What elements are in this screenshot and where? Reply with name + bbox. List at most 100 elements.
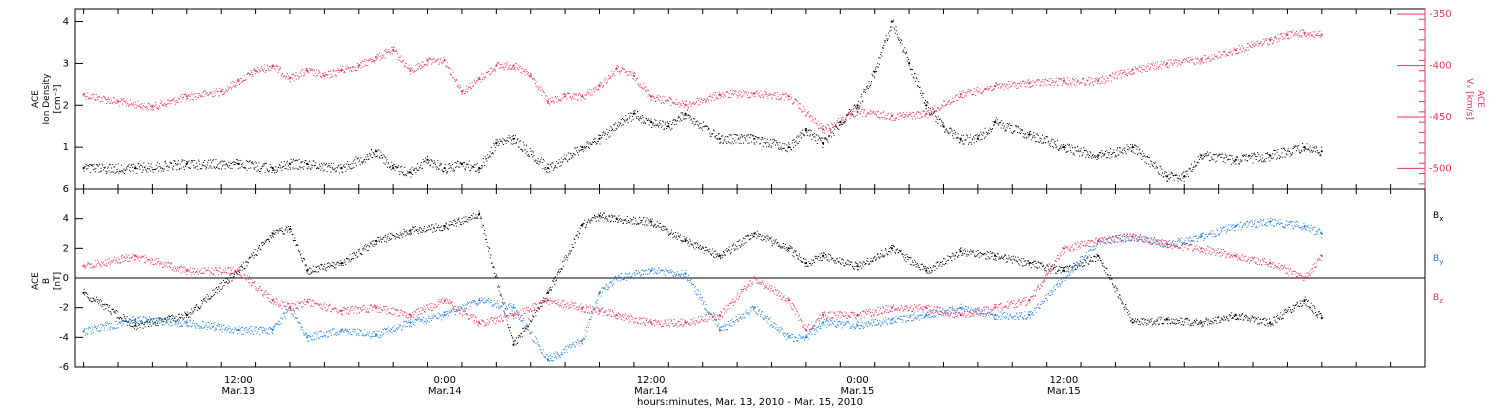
vx-dot: [872, 112, 873, 113]
vx-dot: [117, 99, 118, 100]
bx-dot: [549, 290, 550, 291]
ion-density-dot: [1281, 148, 1282, 149]
ion-density-point: [874, 71, 876, 73]
vx-dot: [1070, 83, 1071, 84]
ion-density-dot: [421, 162, 422, 163]
ion-density-dot: [726, 143, 727, 144]
bx-dot: [102, 306, 103, 307]
vx-dot: [712, 97, 713, 98]
vx-dot: [833, 126, 834, 127]
ion-density-dot: [611, 128, 612, 129]
ion-density-dot: [491, 153, 492, 154]
bx-dot: [302, 261, 303, 262]
vx-dot: [232, 81, 233, 82]
vx-dot: [423, 62, 424, 63]
vx-dot: [548, 99, 549, 100]
ion-density-dot: [1070, 150, 1071, 151]
ion-density-dot: [1083, 152, 1084, 153]
ion-density-dot: [879, 64, 880, 65]
ion-density-dot: [1270, 156, 1271, 157]
bx-dot: [357, 257, 358, 258]
ion-density-dot: [691, 120, 692, 121]
bx-dot: [471, 215, 472, 216]
ion-density-dot: [829, 135, 830, 136]
ion-density-dot: [511, 140, 512, 141]
ion-density-dot: [895, 33, 896, 34]
ion-density-dot: [916, 78, 917, 79]
vx-dot: [388, 49, 389, 50]
vx-dot: [329, 77, 330, 78]
ion-density-dot: [946, 128, 947, 129]
ion-density-dot: [93, 169, 94, 170]
vx-dot: [441, 62, 442, 63]
vx-dot: [879, 118, 880, 119]
ion-density-dot: [143, 169, 144, 170]
vx-dot: [1140, 65, 1141, 66]
vx-dot: [1155, 69, 1156, 70]
vx-dot: [213, 96, 214, 97]
ion-density-dot: [985, 128, 986, 129]
ion-density-dot: [129, 170, 130, 171]
ion-density-dot: [190, 168, 191, 169]
vx-dot: [1051, 82, 1052, 83]
vx-dot: [420, 65, 421, 66]
ion-density-dot: [1024, 137, 1025, 138]
vx-dot: [714, 100, 715, 101]
bx-dot: [196, 304, 197, 305]
vx-dot: [88, 98, 89, 99]
ion-density-dot: [470, 170, 471, 171]
ion-density-dot: [754, 142, 755, 143]
vx-dot: [1182, 62, 1183, 63]
vx-dot: [234, 82, 235, 83]
vx-dot: [147, 107, 148, 108]
ion-density-dot: [386, 159, 387, 160]
top-panel-marks: [83, 20, 1323, 182]
ion-density-dot: [574, 148, 575, 149]
ion-density-dot: [1243, 156, 1244, 157]
bx-dot: [335, 264, 336, 265]
ion-density-dot: [474, 164, 475, 165]
vx-dot: [1273, 42, 1274, 43]
ion-density-dot: [1001, 128, 1002, 129]
vx-dot: [777, 96, 778, 97]
vx-dot: [1225, 56, 1226, 57]
bx-dot: [446, 223, 447, 224]
bx-dot: [380, 239, 381, 240]
ion-density-dot: [1069, 144, 1070, 145]
bx-dot: [395, 236, 396, 237]
vx-dot: [536, 86, 537, 87]
vx-dot: [696, 101, 697, 102]
vx-dot: [1078, 81, 1079, 82]
vx-dot: [312, 69, 313, 70]
vx-dot: [686, 106, 687, 107]
vx-dot: [491, 68, 492, 69]
ion-density-dot: [430, 165, 431, 166]
ion-density-dot: [375, 149, 376, 150]
vx-dot: [321, 76, 322, 77]
vx-dot: [1193, 59, 1194, 60]
ion-density-dot: [238, 160, 239, 161]
vx-dot: [1209, 58, 1210, 59]
ion-density-dot: [944, 127, 945, 128]
bx-dot: [567, 259, 568, 260]
ion-density-dot: [957, 137, 958, 138]
ion-density-dot: [227, 165, 228, 166]
vx-dot: [187, 98, 188, 99]
ion-density-dot: [254, 169, 255, 170]
ion-density-dot: [417, 163, 418, 164]
ion-density-dot: [572, 156, 573, 157]
ion-density-dot: [376, 156, 377, 157]
ion-density-dot: [549, 168, 550, 169]
vx-dot: [443, 62, 444, 63]
bx-dot: [417, 231, 418, 232]
ion-density-dot: [1122, 150, 1123, 151]
vx-dot: [655, 101, 656, 102]
vx-dot: [639, 86, 640, 87]
vx-dot: [1122, 73, 1123, 74]
ion-density-dot: [1268, 157, 1269, 158]
ion-density-dot: [99, 164, 100, 165]
vx-dot: [906, 115, 907, 116]
ion-density-dot: [866, 89, 867, 90]
ion-density-dot: [133, 171, 134, 172]
bx-dot: [339, 263, 340, 264]
